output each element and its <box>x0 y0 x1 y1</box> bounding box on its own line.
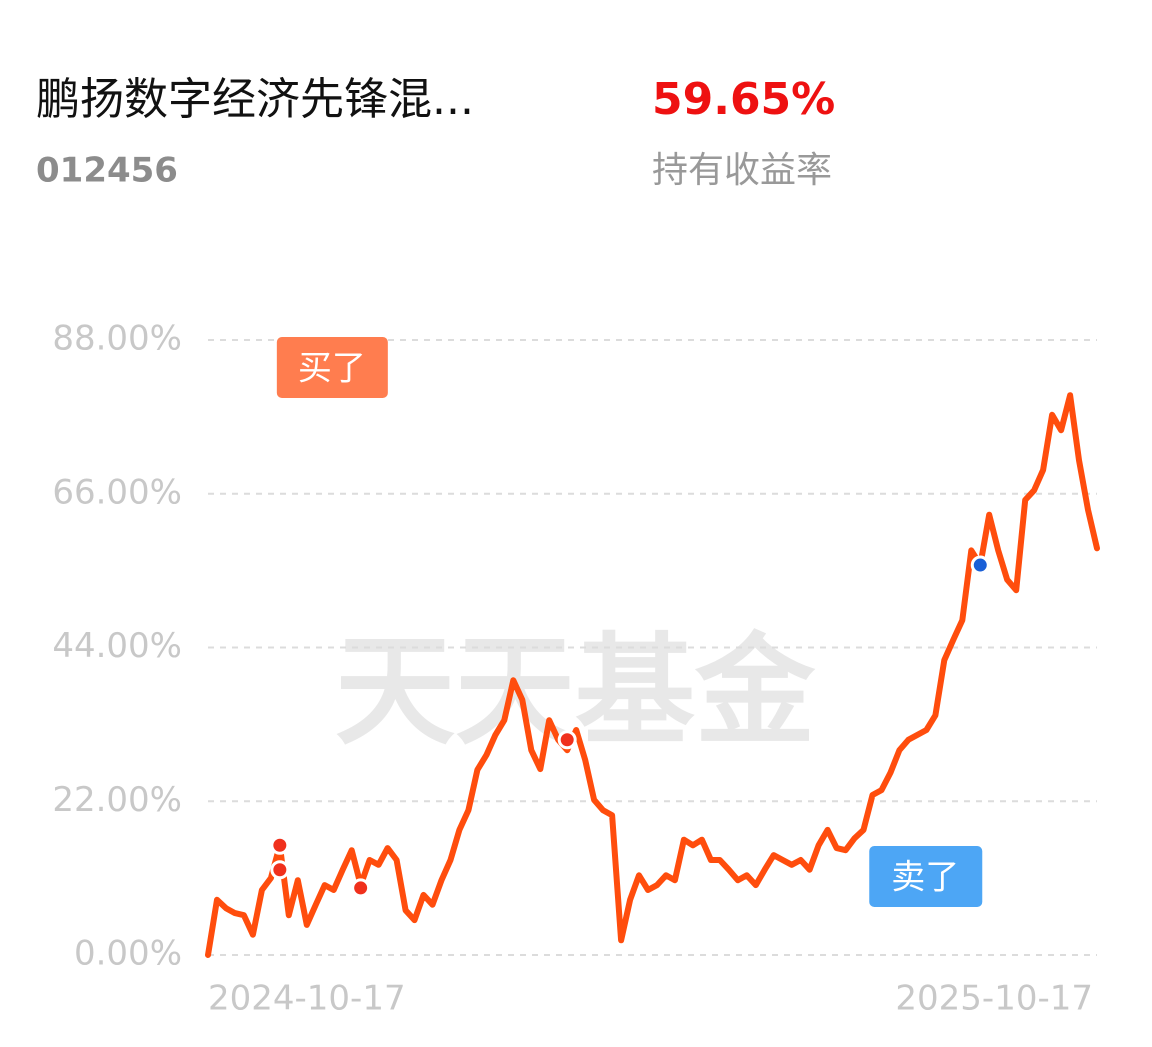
annotation-box <box>869 846 983 907</box>
trade-marker <box>970 555 990 575</box>
trade-marker <box>270 835 290 855</box>
fund-title[interactable]: 鹏扬数字经济先锋混... <box>36 74 474 125</box>
annotation-box <box>276 337 388 398</box>
x-tick-label: 2025-10-17 <box>895 979 1093 1019</box>
y-tick-label: 88.00% <box>52 319 182 359</box>
trade-marker <box>557 730 577 750</box>
y-tick-label: 22.00% <box>52 780 182 820</box>
x-tick-label: 2024-10-17 <box>208 979 406 1019</box>
return-label: 持有收益率 <box>652 150 832 191</box>
trade-marker <box>270 860 290 880</box>
line-series <box>205 392 1100 958</box>
y-tick-label: 0.00% <box>74 934 182 974</box>
annotation-label: 卖了 <box>891 858 959 898</box>
trade-marker <box>351 878 371 898</box>
return-value: 59.65% <box>652 74 835 125</box>
fund-code: 012456 <box>36 151 178 191</box>
y-tick-label: 44.00% <box>52 626 182 666</box>
y-tick-label: 66.00% <box>52 472 182 512</box>
annotation-label: 买了 <box>298 349 366 389</box>
